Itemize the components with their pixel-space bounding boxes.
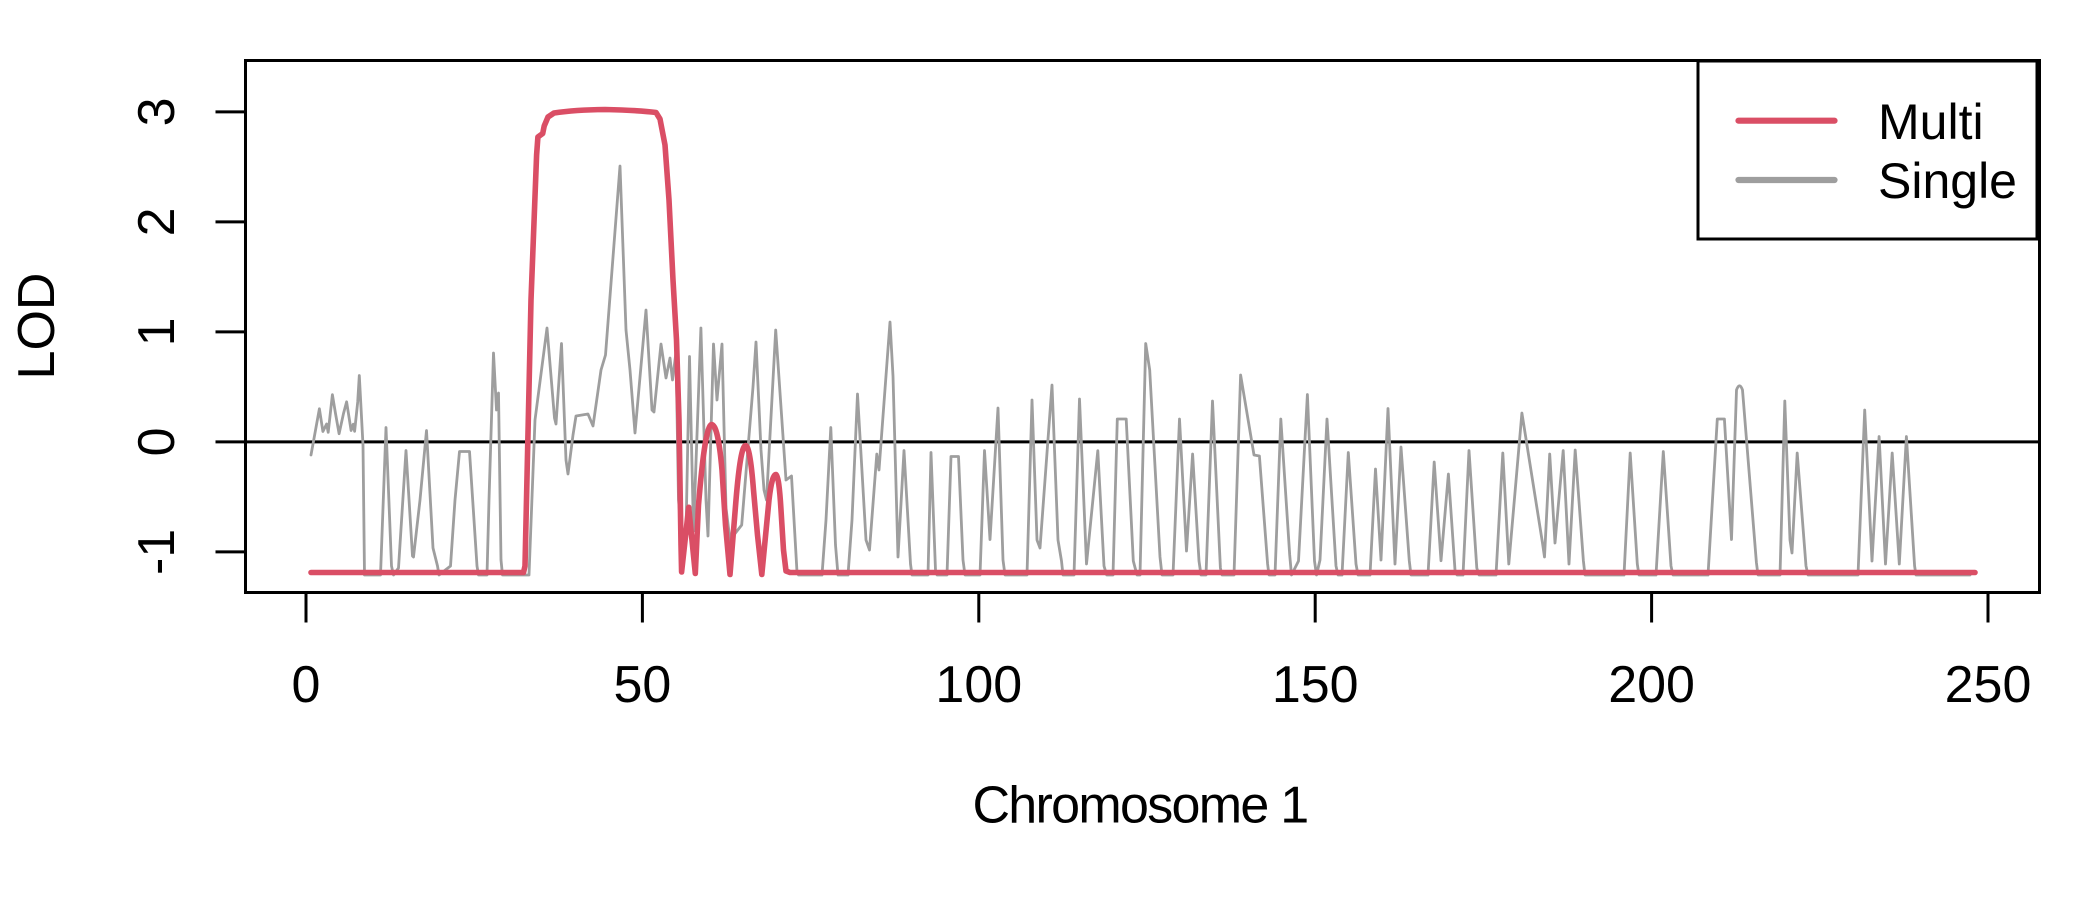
- svg-text:3: 3: [128, 97, 186, 126]
- svg-text:-1: -1: [128, 529, 186, 575]
- svg-text:0: 0: [292, 656, 321, 714]
- svg-text:Single: Single: [1878, 153, 2017, 209]
- svg-text:200: 200: [1608, 656, 1695, 714]
- svg-text:250: 250: [1945, 656, 2032, 714]
- svg-text:100: 100: [935, 656, 1022, 714]
- svg-text:2: 2: [128, 207, 186, 236]
- svg-text:Chromosome 1: Chromosome 1: [972, 777, 1307, 835]
- svg-text:150: 150: [1272, 656, 1359, 714]
- svg-text:50: 50: [613, 656, 671, 714]
- svg-text:Multi: Multi: [1878, 94, 1984, 150]
- svg-text:1: 1: [128, 317, 186, 346]
- svg-text:0: 0: [128, 427, 186, 456]
- svg-text:LOD: LOD: [8, 273, 66, 380]
